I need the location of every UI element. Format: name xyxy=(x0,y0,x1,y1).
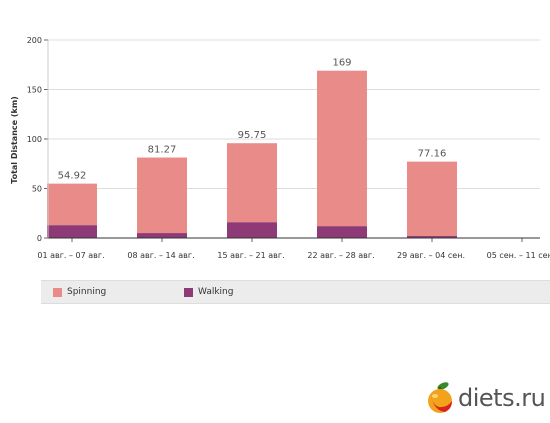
grid-lines xyxy=(44,39,540,239)
x-tick-label: 08 авг. – 14 авг. xyxy=(127,251,194,260)
bar-segment-walking xyxy=(47,225,97,238)
bar-segment-spinning xyxy=(227,143,277,223)
legend: Spinning Walking xyxy=(41,280,550,304)
y-tick-label: 100 xyxy=(27,135,42,144)
legend-swatch-spinning xyxy=(53,287,62,297)
bar-total-label: 95.75 xyxy=(238,130,267,141)
data-labels: 54.92 81.27 95.75 169 77.16 xyxy=(58,58,447,182)
y-axis-label: Total Distance (km) xyxy=(10,96,19,184)
x-axis-ticks: 01 авг. – 07 авг. 08 авг. – 14 авг. 15 авг… xyxy=(37,238,550,260)
bar-segment-spinning xyxy=(317,70,367,227)
legend-label-walking: Walking xyxy=(198,287,234,297)
bar-segment-walking xyxy=(137,233,187,238)
bar-segment-spinning xyxy=(47,183,97,226)
diets-logo: diets.ru xyxy=(427,381,546,415)
bar-segment-spinning xyxy=(137,157,187,234)
bar-segment-spinning xyxy=(407,161,457,237)
bar-segment-walking xyxy=(317,226,367,238)
bar-total-label: 169 xyxy=(332,58,351,69)
y-axis-ticks: 0 50 100 150 200 xyxy=(27,36,42,243)
y-tick-label: 0 xyxy=(37,234,42,243)
bar-total-label: 54.92 xyxy=(58,171,87,182)
stacked-bar-chart: 0 50 100 150 200 54.92 81.27 95.75 169 77.16 01 … xyxy=(10,36,550,260)
x-tick-label: 15 авг. – 21 авг. xyxy=(217,251,284,260)
legend-item-spinning[interactable]: Spinning xyxy=(53,287,106,297)
bar-segment-walking xyxy=(407,236,457,238)
y-tick-label: 200 xyxy=(27,36,42,45)
logo-text: diets.ru xyxy=(458,384,546,412)
bars xyxy=(47,70,457,238)
x-tick-label: 22 авг. – 28 авг. xyxy=(307,251,374,260)
bar-total-label: 81.27 xyxy=(148,145,177,156)
x-tick-label: 05 сен. – 11 сен. xyxy=(487,251,550,260)
legend-item-walking[interactable]: Walking xyxy=(184,287,233,297)
y-tick-label: 150 xyxy=(27,86,42,95)
bar-total-label: 77.16 xyxy=(418,149,447,160)
apple-icon xyxy=(428,382,452,413)
y-tick-label: 50 xyxy=(32,185,42,194)
x-tick-label: 29 авг. – 04 сен. xyxy=(397,251,465,260)
x-tick-label: 01 авг. – 07 авг. xyxy=(37,251,104,260)
legend-swatch-walking xyxy=(184,287,193,297)
legend-label-spinning: Spinning xyxy=(67,287,107,297)
bar-segment-walking xyxy=(227,222,277,238)
